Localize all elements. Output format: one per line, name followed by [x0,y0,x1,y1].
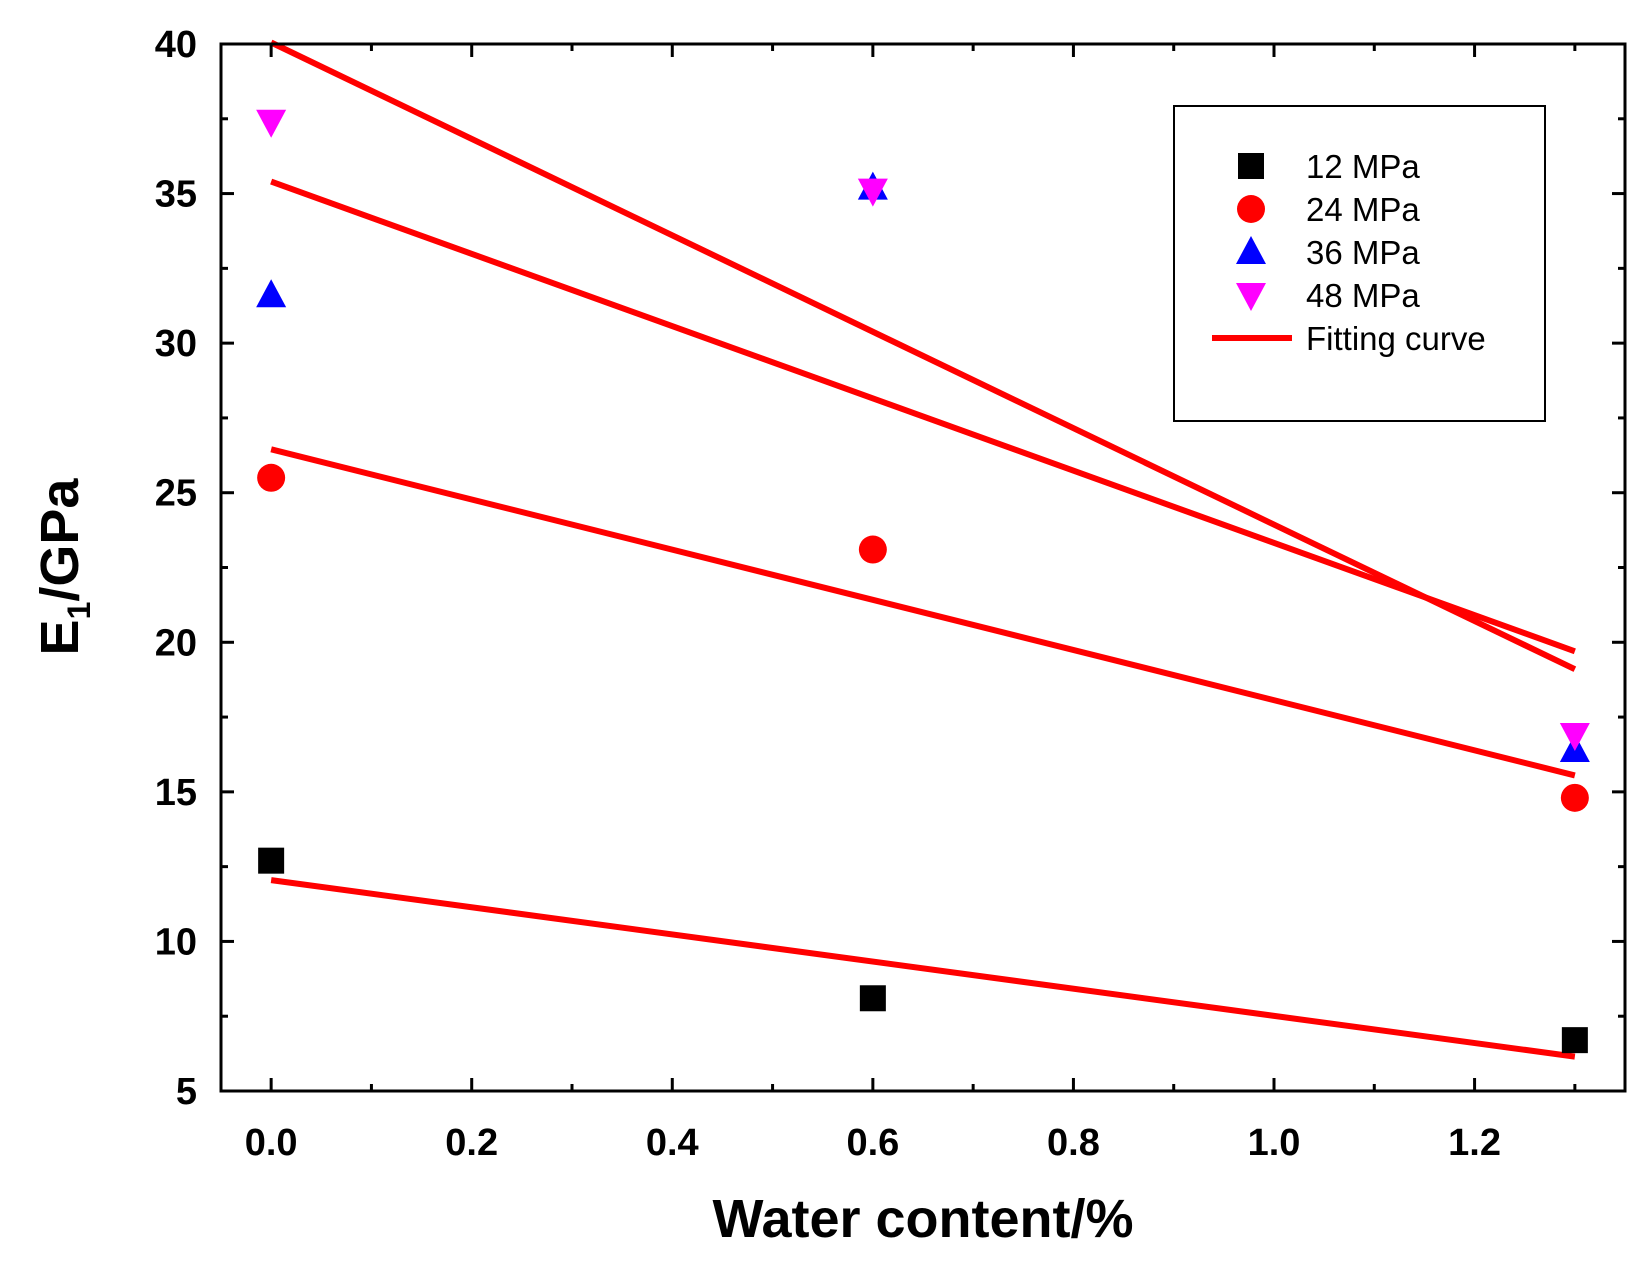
y-tick-label: 15 [155,772,197,814]
data-point-12-mpa [258,847,285,874]
data-point-48-mpa [1559,723,1590,752]
y-tick-label: 20 [155,622,197,664]
legend-marker-36-mpa [1236,236,1266,264]
data-point-12-mpa [859,985,886,1012]
legend-marker-12-mpa [1238,153,1264,179]
legend-marker-24-mpa [1237,195,1265,223]
legend-marker-48-mpa [1236,283,1266,311]
y-tick-label: 35 [155,174,197,216]
fit-line-48-mpa [269,39,1577,672]
data-point-48-mpa [256,109,287,138]
y-tick-label: 10 [155,921,197,963]
legend-label-24-mpa: 24 MPa [1306,191,1420,228]
x-tick-label: 0.4 [646,1122,699,1164]
data-point-24-mpa [858,535,887,564]
y-tick-label: 40 [155,24,197,66]
x-axis-title: Water content/% [712,1189,1133,1249]
legend-label-12-mpa: 12 MPa [1306,148,1420,185]
y-axis-title-unit: /GPa [30,478,90,602]
data-point-24-mpa [257,463,286,492]
data-point-12-mpa [1561,1027,1588,1054]
x-tick-label: 0.6 [846,1122,899,1164]
legend-label-36-mpa: 36 MPa [1306,234,1420,271]
fit-lines [269,39,1577,1060]
x-tick-label: 0.8 [1047,1122,1100,1164]
legend-box [1173,105,1546,422]
data-point-48-mpa [857,178,888,207]
x-tick-label: 1.0 [1248,1122,1301,1164]
y-axis-title-main: E [30,619,90,655]
data-points [256,109,1590,1054]
y-tick-label: 5 [176,1071,197,1113]
axis-ticks: 0.0 0.2 0.4 0.6 0.8 1.0 1.2 5 10 15 20 25 30 35 40 [155,24,1625,1164]
fit-line-24-mpa [270,446,1576,779]
y-tick-label: 25 [155,473,197,515]
legend-label-fitting-curve: Fitting curve [1306,320,1486,357]
data-point-36-mpa [256,279,287,308]
fit-line-36-mpa [270,178,1576,655]
y-axis-title: E1/GPa [30,478,97,656]
fit-line-12-mpa [270,877,1576,1060]
x-tick-label: 0.2 [445,1122,498,1164]
legend: 12 MPa 24 MPa 36 MPa 48 MPa Fitting curve [1173,105,1546,422]
y-tick-label: 30 [155,323,197,365]
x-tick-label: 0.0 [245,1122,298,1164]
data-point-24-mpa [1560,783,1589,812]
y-axis-title-subscript: 1 [61,602,97,620]
x-tick-label: 1.2 [1448,1122,1501,1164]
legend-label-48-mpa: 48 MPa [1306,277,1420,314]
